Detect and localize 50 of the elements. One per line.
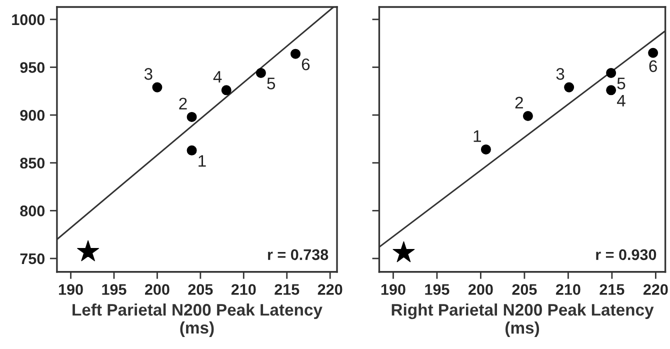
point: [186, 145, 197, 156]
annotation: 6: [302, 58, 310, 70]
x-tick-label: 195: [425, 284, 450, 295]
x-tick-label: 190: [59, 284, 83, 295]
point: [480, 144, 491, 154]
y-tick-label: 850: [20, 158, 45, 169]
y-tick-label: 750: [20, 253, 45, 264]
x-tick-label: 205: [512, 284, 537, 295]
y-tick-label: 1000: [12, 14, 45, 26]
annotation: 4: [213, 71, 222, 83]
x-tick-label: 215: [600, 284, 624, 295]
x-tick-label: 220: [318, 284, 342, 295]
annotation: r = 0.930: [596, 249, 656, 260]
x-tick-label: 200: [145, 284, 170, 295]
y-tick-label: 800: [20, 206, 45, 216]
annotation: 1: [474, 130, 481, 142]
point: [77, 240, 100, 262]
point: [152, 82, 162, 92]
x-tick-label: 210: [231, 284, 256, 295]
point: [186, 112, 197, 122]
x-axis-title: Left Parietal N200 Peak Latency (ms): [72, 303, 322, 337]
annotation: 6: [649, 60, 657, 72]
point: [606, 68, 616, 78]
annotation: 1: [198, 155, 206, 167]
point: [648, 48, 658, 58]
annotation: 5: [617, 78, 626, 90]
x-axis-title: Right Parietal N200 Peak Latency (ms): [392, 303, 654, 338]
x-tick-label: 215: [274, 284, 300, 295]
annotation: 5: [267, 78, 276, 90]
x-tick-label: 220: [643, 284, 668, 295]
annotation: 2: [515, 96, 523, 108]
point: [564, 82, 574, 92]
point: [606, 85, 616, 96]
annotation: 4: [617, 94, 626, 106]
annotation: r = 0.738: [268, 249, 328, 260]
x-tick-label: 200: [468, 284, 493, 295]
y-tick-label: 950: [20, 62, 45, 73]
annotation: 3: [144, 68, 152, 80]
point: [256, 68, 266, 78]
x-tick-label: 195: [102, 284, 126, 295]
x-tick-label: 190: [381, 284, 406, 295]
x-tick-label: 210: [556, 284, 580, 295]
point: [221, 85, 232, 96]
x-tick-label: 205: [188, 284, 213, 295]
annotation: 2: [179, 98, 187, 110]
point: [522, 110, 533, 122]
point: [392, 241, 415, 262]
point: [290, 48, 301, 59]
annotation: 3: [556, 68, 564, 80]
y-tick-label: 900: [20, 110, 45, 121]
